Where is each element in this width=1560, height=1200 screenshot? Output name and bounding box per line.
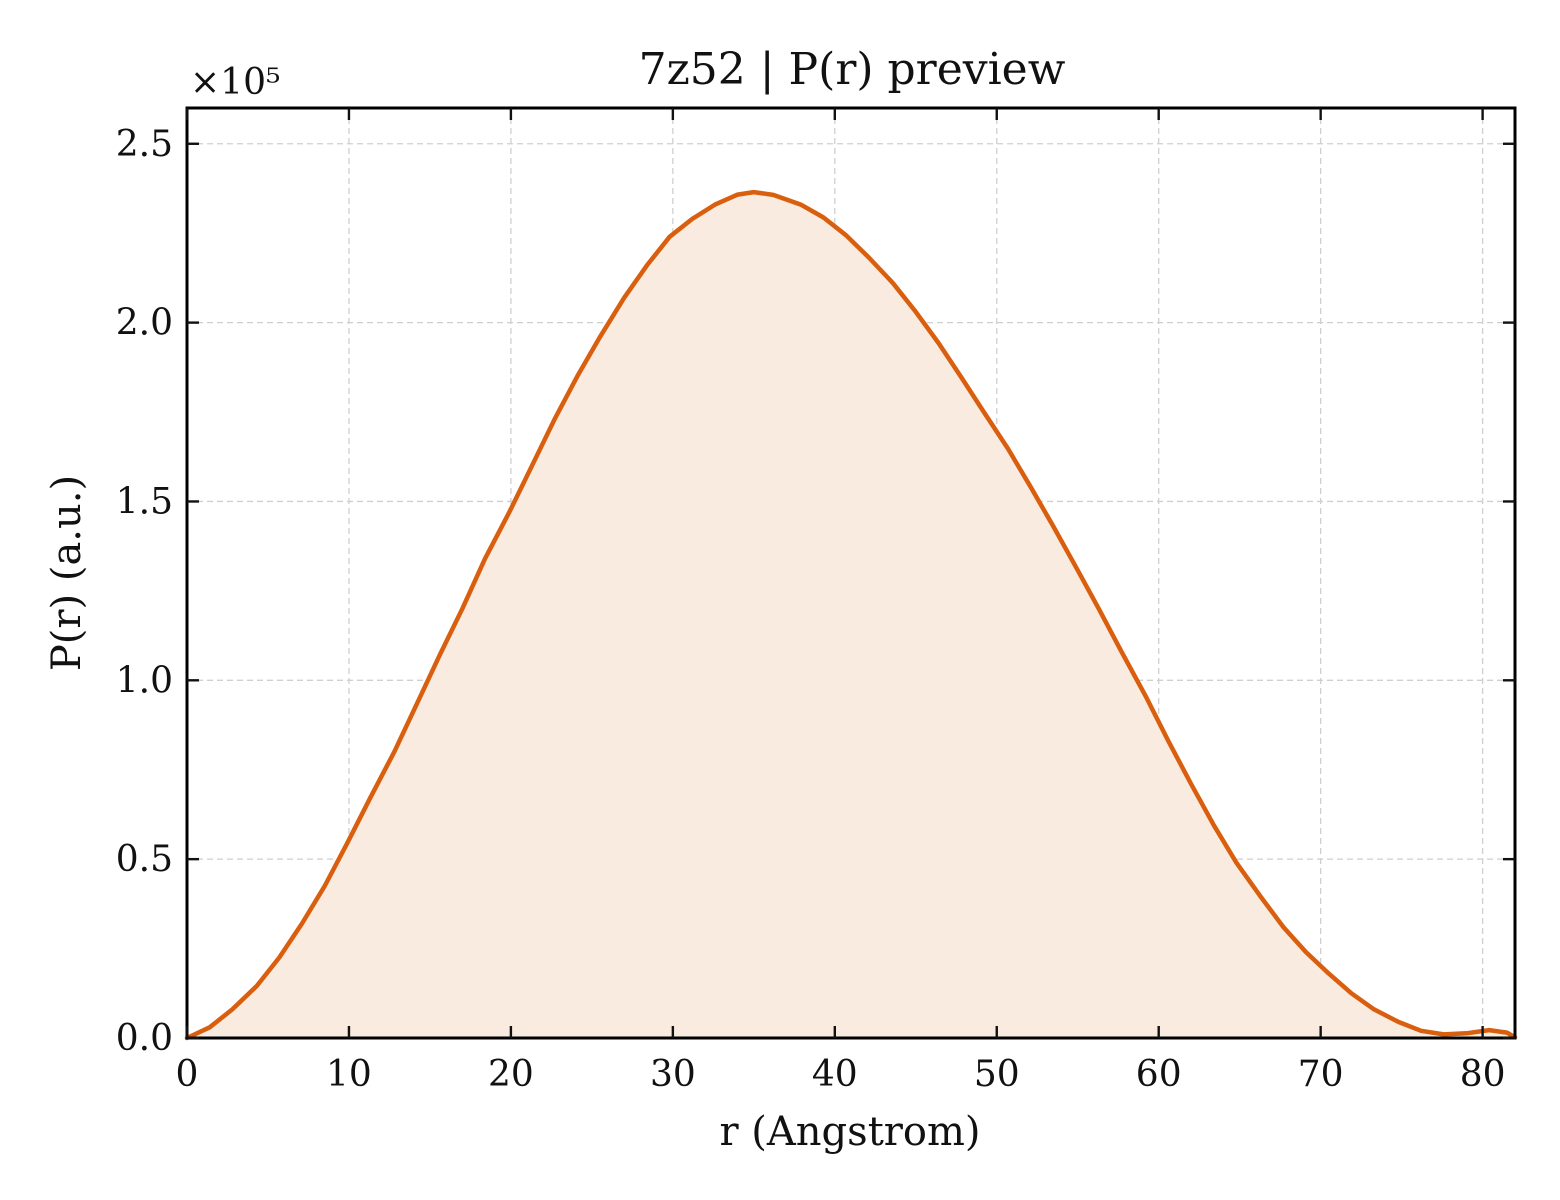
y-tick-label: 2.0 <box>116 303 173 344</box>
chart-title: 7z52 | P(r) preview <box>639 44 1066 95</box>
x-tick-label: 40 <box>812 1054 858 1095</box>
plot-frame <box>185 106 1517 1040</box>
y-axis-label: P(r) (a.u.) <box>44 475 90 671</box>
x-tick-label: 80 <box>1460 1054 1506 1095</box>
x-axis-label: r (Angstrom) <box>719 1109 980 1155</box>
x-tick-label: 0 <box>176 1054 199 1095</box>
series-line <box>184 189 1518 1041</box>
x-tick-label: 60 <box>1136 1054 1182 1095</box>
tick-marks <box>185 108 1515 1040</box>
y-tick-label: 0.5 <box>116 839 173 880</box>
x-tick-label: 50 <box>974 1054 1020 1095</box>
y-tick-labels: 0.0 0.5 1.0 1.5 2.0 2.5 <box>116 124 173 1059</box>
x-tick-label: 20 <box>488 1054 534 1095</box>
x-tick-label: 30 <box>650 1054 696 1095</box>
y-multiplier-label: ×10⁵ <box>190 62 280 103</box>
y-tick-label: 1.0 <box>116 660 173 701</box>
y-tick-label: 2.5 <box>116 124 173 165</box>
y-tick-label: 1.5 <box>116 481 173 522</box>
area-fill <box>187 192 1515 1039</box>
y-tick-label: 0.0 <box>116 1018 173 1059</box>
x-tick-labels: 0 10 20 30 40 50 60 70 80 <box>176 1054 1506 1095</box>
x-tick-label: 70 <box>1298 1054 1344 1095</box>
x-tick-label: 10 <box>326 1054 372 1095</box>
